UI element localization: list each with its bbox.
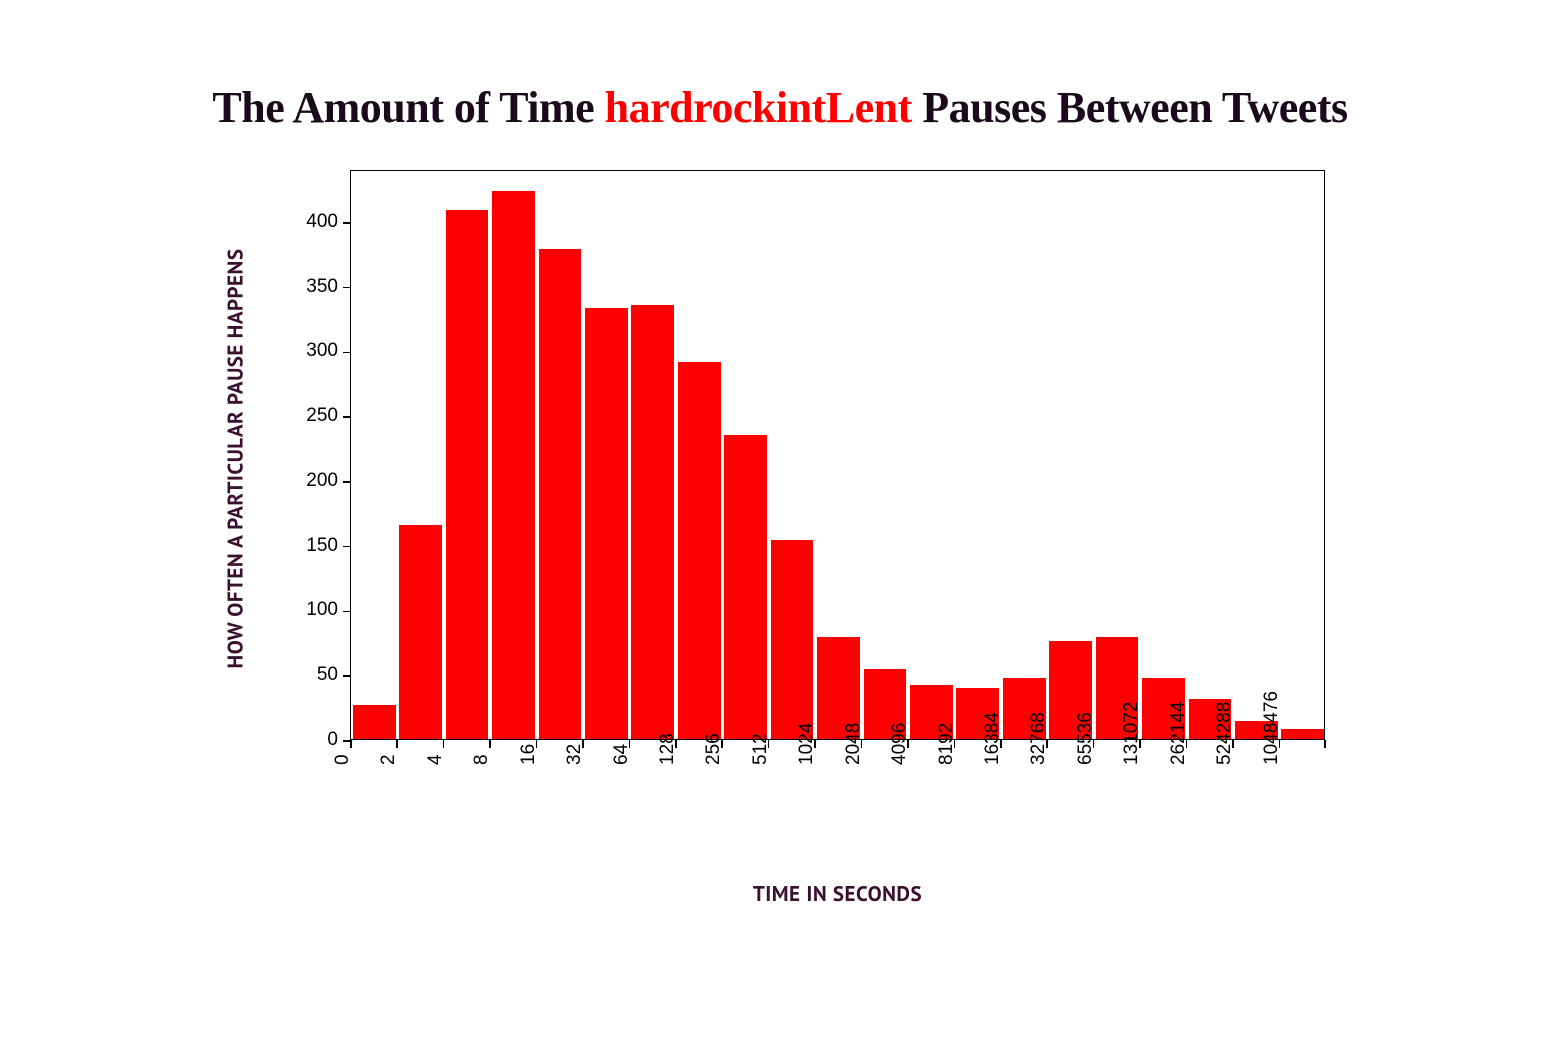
bar — [492, 191, 535, 739]
plot-area — [350, 170, 1325, 740]
x-tick — [350, 740, 352, 748]
bar — [539, 249, 582, 739]
y-tick — [343, 416, 351, 418]
bar — [1281, 729, 1324, 739]
x-tick — [396, 740, 398, 748]
y-tick-label: 200 — [290, 470, 338, 492]
bar — [446, 210, 489, 739]
y-tick-label: 400 — [290, 211, 338, 233]
y-tick — [343, 352, 351, 354]
bar — [678, 362, 721, 739]
bar — [585, 308, 628, 739]
y-tick — [343, 481, 351, 483]
y-tick — [343, 546, 351, 548]
bar — [631, 305, 674, 739]
bar — [353, 705, 396, 739]
y-tick-label: 50 — [290, 664, 338, 686]
y-tick — [343, 222, 351, 224]
y-tick-label: 250 — [290, 405, 338, 427]
y-tick — [343, 287, 351, 289]
x-axis-label: TIME IN SECONDS — [350, 880, 1325, 907]
figure-container: The Amount of Time hardrockintLent Pause… — [0, 0, 1560, 1040]
y-tick — [343, 675, 351, 677]
x-tick — [489, 740, 491, 748]
y-tick-label: 150 — [290, 535, 338, 557]
bar — [724, 435, 767, 739]
x-tick — [443, 740, 445, 748]
x-tick — [1324, 740, 1326, 748]
y-axis-label: HOW OFTEN A PARTICULAR PAUSE HAPPENS — [222, 173, 249, 743]
bar — [399, 525, 442, 739]
y-tick-label: 300 — [290, 340, 338, 362]
y-tick — [343, 611, 351, 613]
bar-chart: HOW OFTEN A PARTICULAR PAUSE HAPPENS TIM… — [0, 0, 1560, 1040]
y-tick-label: 0 — [290, 729, 338, 751]
y-tick-label: 100 — [290, 599, 338, 621]
y-tick-label: 350 — [290, 276, 338, 298]
bar — [771, 540, 814, 740]
